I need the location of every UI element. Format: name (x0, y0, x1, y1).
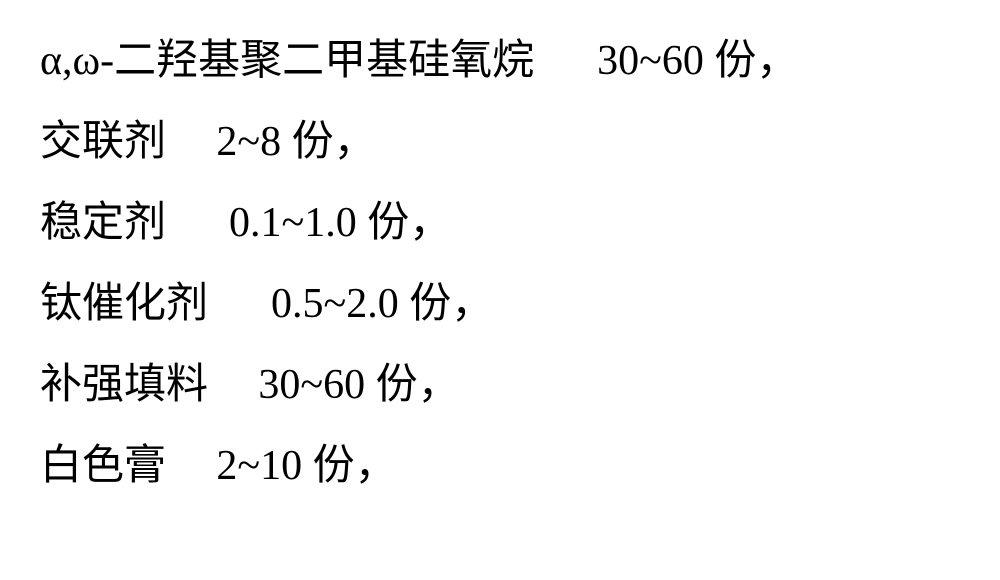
ingredient-row: 补强填料 30~60 份， (40, 354, 960, 417)
ingredient-label: 钛催化剂 (40, 273, 208, 336)
ingredient-label: α,ω-二羟基聚二甲基硅氧烷 (40, 30, 534, 93)
ingredient-row: 交联剂 2~8 份， (40, 111, 960, 174)
ingredient-label: 稳定剂 (40, 192, 166, 255)
ingredient-label: 白色膏 (40, 435, 166, 498)
ingredient-value: 2~10 份， (216, 435, 396, 498)
ingredient-row: 白色膏 2~10 份， (40, 435, 960, 498)
ingredient-value: 30~60 份， (258, 354, 459, 417)
ingredient-row: α,ω-二羟基聚二甲基硅氧烷 30~60 份， (40, 30, 960, 93)
ingredient-label: 交联剂 (40, 111, 166, 174)
ingredient-value: 0.1~1.0 份， (229, 192, 451, 255)
ingredient-row: 钛催化剂 0.5~2.0 份， (40, 273, 960, 336)
ingredient-value: 30~60 份， (597, 30, 798, 93)
ingredient-value: 2~8 份， (216, 111, 375, 174)
ingredient-value: 0.5~2.0 份， (271, 273, 493, 336)
ingredient-row: 稳定剂 0.1~1.0 份， (40, 192, 960, 255)
ingredient-label: 补强填料 (40, 354, 208, 417)
